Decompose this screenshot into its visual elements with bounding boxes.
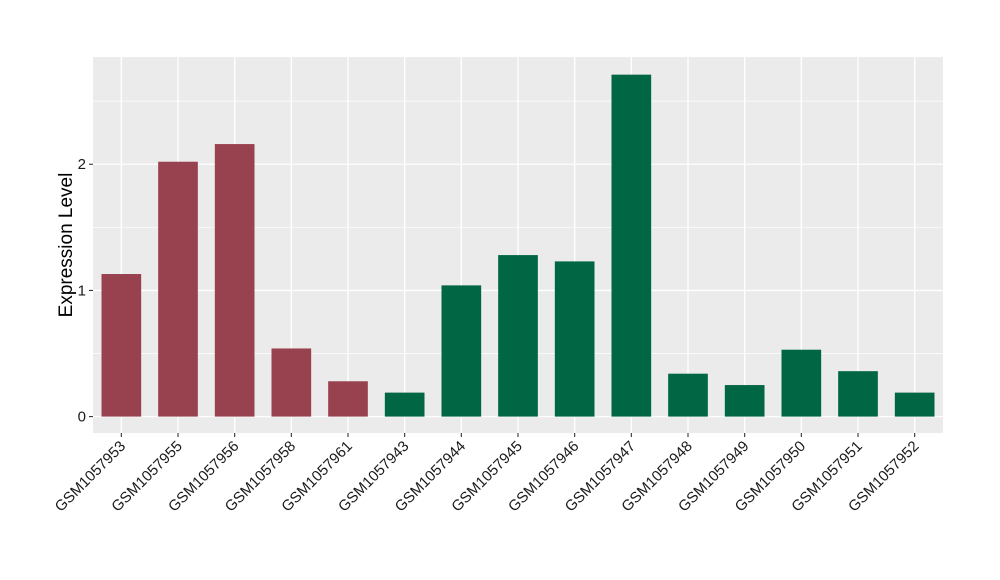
x-axis: GSM1057953GSM1057955GSM1057956GSM1057958… [52,433,922,515]
bar [441,285,482,417]
y-axis-title: Expression Level [56,173,77,318]
bar [554,261,595,417]
bar [214,144,255,417]
bars [101,74,935,417]
y-tick-label: 1 [78,282,86,299]
bar [328,381,368,417]
bar [498,255,538,417]
bar [271,348,312,417]
bar [384,392,425,417]
bar [611,74,652,417]
y-tick-label: 2 [78,156,86,173]
bar [724,385,765,417]
bar [894,392,935,417]
bar [838,371,878,417]
y-tick-label: 0 [78,409,86,426]
bar [781,349,822,417]
bar [101,274,142,417]
y-axis: 0 1 2 [78,156,93,426]
bar [158,161,198,417]
bar [668,373,708,417]
